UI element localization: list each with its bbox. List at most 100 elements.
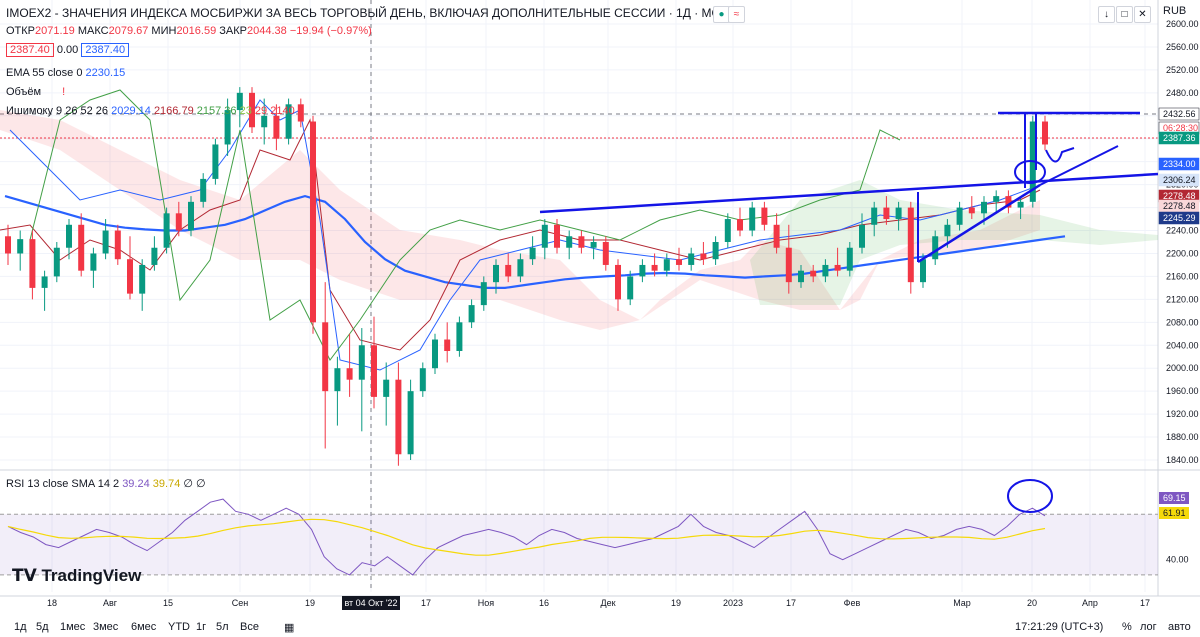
price-axis-tag-text: 2278.48 (1163, 201, 1196, 211)
candle-body (700, 253, 707, 260)
candle-body (432, 339, 438, 369)
alert-icon[interactable]: ≈ (728, 6, 745, 23)
candle-body (529, 247, 536, 260)
sell-button[interactable]: 2387.40 (6, 43, 54, 57)
rsi-legend[interactable]: RSI 13 close SMA 14 2 39.24 39.74 ∅ ∅ (6, 477, 206, 490)
auto-toggle[interactable]: авто (1168, 621, 1191, 633)
tf-1d[interactable]: 1д (14, 621, 27, 633)
candle-body (346, 368, 353, 380)
high-value: 2079.67 (108, 25, 149, 37)
time-tick-label: 19 (671, 598, 681, 608)
tf-ytd[interactable]: YTD (168, 621, 190, 633)
tf-3m[interactable]: 3мес (93, 621, 119, 633)
tf-all[interactable]: Все (240, 621, 259, 633)
time-tick-label: 17 (421, 598, 431, 608)
tf-6m[interactable]: 6мес (131, 621, 157, 633)
candle-body (907, 207, 914, 283)
price-axis-tag (1158, 107, 1200, 121)
close-icon[interactable]: ✕ (1134, 6, 1151, 23)
maximize-icon[interactable]: □ (1116, 6, 1133, 23)
candle-body (419, 368, 426, 392)
tf-5y[interactable]: 5л (216, 621, 229, 633)
candle-body (273, 115, 280, 139)
tf-1m[interactable]: 1мес (60, 621, 86, 633)
candle-body (102, 230, 109, 254)
time-tick-label: Мар (953, 598, 971, 608)
candle-body (651, 264, 658, 271)
ichimoku-cloud-bull (750, 180, 1158, 305)
ichimoku-chikou-line (29, 89, 901, 361)
candle-body (493, 264, 499, 283)
candle-body (883, 207, 890, 220)
ichimoku-spanA: 23 (239, 105, 252, 117)
price-axis-tag (1158, 157, 1200, 171)
time-tick-label: 2023 (723, 598, 743, 608)
ema-legend[interactable]: EMA 55 close 0 2230.15 (6, 67, 125, 79)
candle-body (66, 224, 72, 248)
price-axis-tag-text: 2245.29 (1163, 213, 1196, 223)
price-tick-label: 1960.00 (1166, 386, 1199, 396)
volume-warning-icon[interactable]: ! (62, 86, 66, 98)
drawn-circle-price (1014, 160, 1046, 184)
log-toggle[interactable]: лог (1140, 621, 1157, 633)
price-axis-tag-text: 2306.24 (1163, 175, 1196, 185)
time-tick-label: 17 (1140, 598, 1150, 608)
candle-body (5, 236, 11, 254)
ichimoku-kijun: 2166.79 (153, 105, 194, 117)
ema-label: EMA 55 close 0 (6, 67, 83, 79)
time-tick-label: 19 (305, 598, 315, 608)
download-icon[interactable]: ↓ (1098, 6, 1115, 23)
currency-text: RUB (1163, 5, 1187, 17)
drawn-trendline-rising (917, 183, 1041, 264)
rsi-axis-tag-text: 69.15 (1163, 493, 1186, 503)
low-label: МИН (151, 25, 177, 37)
candle-body (615, 264, 621, 300)
price-tick-label: 2600.00 (1166, 19, 1199, 29)
rsi-ma-line (7, 518, 1046, 556)
crosshair-time-bg (342, 596, 400, 610)
ichimoku-label: Ишимоку 9 26 52 26 (6, 105, 109, 117)
candle-body (846, 247, 853, 271)
candle-body (1005, 196, 1012, 208)
price-tick-label: 2120.00 (1166, 294, 1199, 304)
drawn-trendline-extension (1039, 145, 1119, 186)
symbol-title: IMOEX2 - ЗНАЧЕНИЯ ИНДЕКСА МОСБИРЖИ ЗА ВЕ… (6, 6, 737, 20)
price-tick-label: 2200.00 (1166, 248, 1199, 258)
ichimoku-tenkan-line (9, 99, 1041, 371)
candle-body (554, 224, 560, 248)
rsi-empty-2: ∅ (196, 478, 206, 490)
buy-button[interactable]: 2387.40 (81, 43, 130, 57)
time-tick-label: 17 (786, 598, 796, 608)
candle-body (566, 236, 573, 248)
ichimoku-legend[interactable]: Ишимоку 9 26 52 26 2029.14 2166.79 2157.… (6, 105, 295, 117)
rsi-ma-value: 39.74 (152, 478, 181, 490)
candle-body (78, 224, 85, 271)
price-tick-label: 2240.00 (1166, 226, 1199, 236)
currency-label[interactable]: RUB (1163, 5, 1186, 17)
tf-5d[interactable]: 5д (36, 621, 49, 633)
candle-body (468, 305, 475, 323)
candle-body (480, 282, 487, 306)
drawn-arrow (1045, 147, 1075, 163)
candle-body (737, 219, 743, 231)
calendar-icon[interactable]: ▦ (284, 622, 295, 634)
price-axis-tag (1158, 131, 1200, 145)
ichimoku-spanB: 29 (254, 105, 268, 117)
time-tick-label: Дек (600, 598, 615, 608)
candle-body (334, 368, 341, 392)
time-tick-label: 18 (47, 598, 57, 608)
market-open-icon[interactable]: ● (713, 6, 730, 23)
clock-time[interactable]: 17:21:29 (UTC+3) (1015, 621, 1104, 633)
percent-toggle[interactable]: % (1122, 621, 1132, 633)
candle-body (968, 207, 975, 214)
price-tick-label: 2000.00 (1166, 363, 1199, 373)
time-tick-label: Сен (232, 598, 249, 608)
price-axis-tag-text: 2278.48 (1163, 191, 1196, 201)
volume-legend[interactable]: Объём ! (6, 86, 65, 98)
rsi-line (7, 498, 1046, 576)
tf-1y[interactable]: 1г (196, 621, 207, 633)
candle-body (200, 178, 207, 202)
candle-body (761, 207, 768, 225)
